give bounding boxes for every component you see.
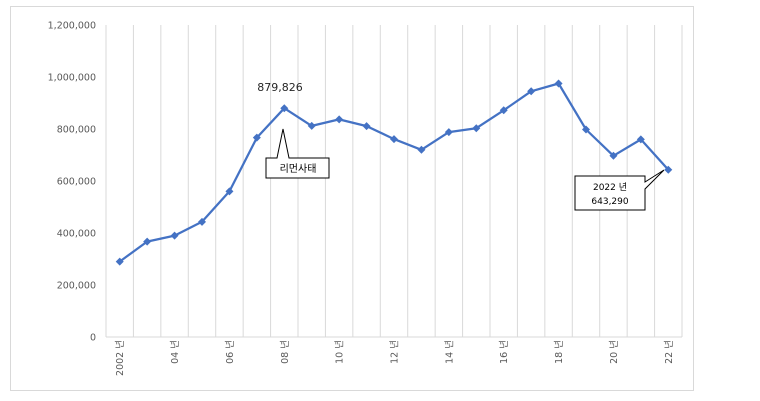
data-point-marker bbox=[499, 106, 508, 115]
data-point-marker bbox=[554, 79, 563, 88]
x-tick-label: 22 년 bbox=[664, 340, 675, 364]
x-tick-label: 16 년 bbox=[499, 340, 510, 364]
data-point-marker bbox=[527, 87, 536, 96]
y-tick-label: 0 bbox=[90, 333, 96, 344]
x-tick-labels: 2002 년 04 년 06 년 08 년 10 년 12 년 14 년 16 년 18 년 20… bbox=[115, 340, 675, 376]
data-point-marker bbox=[143, 237, 152, 246]
data-point-marker bbox=[362, 122, 371, 131]
data-point-marker bbox=[198, 217, 206, 226]
data-point-marker bbox=[225, 187, 234, 196]
data-point-marker bbox=[280, 104, 289, 113]
x-tick-label: 08 년 bbox=[280, 340, 291, 364]
peak-data-label: 879,826 bbox=[257, 81, 303, 94]
y-tick-label: 800,000 bbox=[57, 125, 96, 136]
data-point-marker bbox=[664, 165, 673, 174]
data-point-marker bbox=[417, 145, 426, 154]
data-point-marker bbox=[444, 128, 453, 137]
latest-callout-line2: 643,290 bbox=[591, 197, 628, 207]
x-tick-label: 18 년 bbox=[554, 340, 565, 364]
x-tick-label: 12 년 bbox=[390, 340, 401, 364]
data-point-marker bbox=[115, 257, 124, 266]
series bbox=[115, 79, 673, 266]
data-point-marker bbox=[335, 115, 344, 124]
x-tick-label: 10 년 bbox=[335, 340, 346, 364]
y-tick-label: 600,000 bbox=[57, 177, 96, 188]
y-tick-label: 400,000 bbox=[57, 229, 96, 240]
annotations: 879,826 리먼사태 2022 년 643,290 bbox=[257, 81, 665, 211]
data-point-marker bbox=[636, 135, 645, 144]
y-tick-label: 200,000 bbox=[57, 281, 96, 292]
x-tick-label: 20 년 bbox=[609, 340, 620, 364]
x-tick-label: 06 년 bbox=[225, 340, 236, 364]
data-point-marker bbox=[390, 135, 398, 144]
x-tick-label: 14 년 bbox=[444, 340, 455, 364]
y-tick-label: 1,200,000 bbox=[48, 21, 96, 32]
latest-callout-line1: 2022 년 bbox=[593, 182, 627, 193]
data-point-marker bbox=[582, 125, 590, 134]
series-line bbox=[119, 82, 670, 263]
lehman-callout-label: 리먼사태 bbox=[280, 163, 317, 175]
data-point-marker bbox=[609, 151, 618, 160]
x-tick-label: 2002 년 bbox=[115, 340, 126, 376]
data-point-marker bbox=[307, 121, 316, 130]
y-tick-label: 1,000,000 bbox=[48, 73, 96, 84]
y-tick-labels: 0 200,000 400,000 600,000 800,000 1,000,000 1,… bbox=[48, 21, 96, 344]
data-point-marker bbox=[472, 124, 481, 133]
lehman-callout-box bbox=[265, 128, 330, 179]
latest-callout-box bbox=[574, 169, 665, 211]
data-point-marker bbox=[252, 133, 261, 142]
x-tick-label: 04 년 bbox=[170, 340, 181, 364]
data-point-marker bbox=[170, 231, 179, 240]
